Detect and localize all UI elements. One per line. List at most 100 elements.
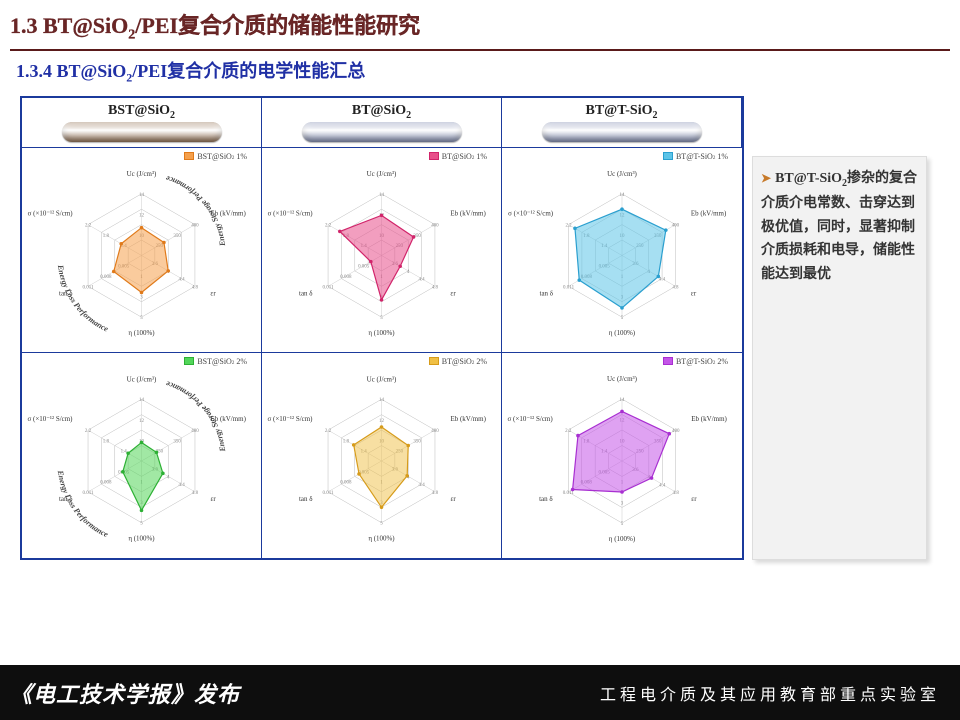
column-header: BST@SiO2	[22, 98, 262, 148]
svg-text:0.008: 0.008	[340, 275, 352, 280]
svg-text:εr: εr	[210, 289, 216, 297]
svg-text:350: 350	[173, 234, 181, 239]
svg-text:4.8: 4.8	[192, 491, 199, 496]
radar-chart: Uc (J/cm³)101214Eb (kV/mm)250350400εr3.6…	[262, 353, 501, 558]
svg-text:0.005: 0.005	[358, 265, 370, 270]
svg-text:Uc (J/cm³): Uc (J/cm³)	[127, 375, 157, 383]
svg-text:εr: εr	[691, 289, 697, 297]
svg-text:Uc (J/cm³): Uc (J/cm³)	[607, 375, 638, 383]
svg-text:εr: εr	[691, 495, 697, 503]
svg-text:σ (×10⁻¹² S/cm): σ (×10⁻¹² S/cm)	[508, 415, 554, 423]
svg-text:14: 14	[620, 398, 626, 403]
radar-cell: Uc (J/cm³)101214Eb (kV/mm)250350400εr3.6…	[502, 148, 742, 353]
header-pill	[62, 122, 222, 142]
radar-chart: Uc (J/cm³)101214Eb (kV/mm)250350400εr3.6…	[22, 148, 261, 352]
radar-chart: Uc (J/cm³)101214Eb (kV/mm)250350400εr3.6…	[502, 353, 742, 558]
footer-lab: 工程电介质及其应用教育部重点实验室	[600, 681, 940, 705]
chart-legend: BST@SiO2 1%	[180, 151, 251, 162]
svg-text:4.4: 4.4	[659, 278, 666, 283]
svg-text:4.4: 4.4	[178, 483, 185, 488]
title-divider	[10, 49, 950, 51]
chart-legend: BST@SiO2 2%	[180, 356, 251, 367]
svg-text:σ (×10⁻¹² S/cm): σ (×10⁻¹² S/cm)	[28, 415, 74, 423]
main-title: 1.3 BT@SiO2/PEI复合介质的储能性能研究	[0, 0, 960, 47]
radar-chart: Uc (J/cm³)101214Eb (kV/mm)250350400εr3.6…	[502, 148, 742, 352]
footer-source: 《电工技术学报》发布	[10, 677, 240, 709]
svg-text:350: 350	[413, 439, 421, 444]
header-pill	[302, 122, 462, 142]
chart-legend: BT@T-SiO2 1%	[659, 151, 732, 162]
radar-cell: Uc (J/cm³)101214Eb (kV/mm)250350400εr3.6…	[22, 353, 262, 558]
bullet-icon: ➤	[761, 171, 771, 185]
radar-cell: Uc (J/cm³)101214Eb (kV/mm)250350400εr3.6…	[262, 148, 502, 353]
radar-cell: Uc (J/cm³)101214Eb (kV/mm)250350400εr3.6…	[262, 353, 502, 558]
svg-text:η (100%): η (100%)	[609, 535, 636, 543]
svg-text:4: 4	[407, 270, 410, 275]
chart-legend: BT@SiO2 2%	[425, 356, 491, 367]
svg-text:σ (×10⁻¹² S/cm): σ (×10⁻¹² S/cm)	[28, 210, 74, 218]
svg-text:tan δ: tan δ	[299, 495, 313, 503]
svg-text:tan δ: tan δ	[540, 289, 554, 297]
radar-cell: Uc (J/cm³)101214Eb (kV/mm)250350400εr3.6…	[502, 353, 742, 558]
svg-text:εr: εr	[210, 495, 216, 503]
column-header: BT@T-SiO2	[502, 98, 742, 148]
svg-text:tan δ: tan δ	[539, 495, 553, 503]
svg-text:0.008: 0.008	[100, 275, 112, 280]
svg-text:η (100%): η (100%)	[368, 329, 395, 337]
svg-text:2.2: 2.2	[565, 224, 572, 229]
svg-text:1.8: 1.8	[343, 439, 350, 444]
svg-text:Eb (kV/mm): Eb (kV/mm)	[450, 415, 486, 423]
svg-text:5: 5	[621, 522, 624, 527]
svg-text:2.2: 2.2	[85, 224, 92, 229]
svg-text:3: 3	[621, 501, 624, 506]
svg-text:4: 4	[167, 475, 170, 480]
chart-panel: BST@SiO2BT@SiO2BT@T-SiO2Uc (J/cm³)101214…	[20, 96, 744, 560]
svg-text:η (100%): η (100%)	[128, 329, 155, 337]
radar-chart: Uc (J/cm³)101214Eb (kV/mm)250350400εr3.6…	[22, 353, 261, 558]
svg-text:400: 400	[191, 224, 199, 229]
svg-text:350: 350	[173, 439, 181, 444]
svg-text:εr: εr	[450, 495, 456, 503]
svg-text:3: 3	[140, 296, 143, 301]
svg-text:η (100%): η (100%)	[609, 329, 636, 337]
svg-text:14: 14	[139, 398, 144, 403]
svg-text:4.8: 4.8	[432, 285, 439, 290]
svg-text:Uc (J/cm³): Uc (J/cm³)	[127, 170, 157, 178]
svg-text:εr: εr	[450, 289, 456, 297]
svg-text:1.8: 1.8	[103, 234, 110, 239]
svg-text:4.8: 4.8	[192, 285, 199, 290]
svg-text:η (100%): η (100%)	[368, 535, 395, 543]
svg-text:400: 400	[431, 429, 439, 434]
header-pill	[542, 122, 702, 142]
svg-text:5: 5	[380, 522, 383, 527]
section-subtitle: 1.3.4 BT@SiO2/PEI复合介质的电学性能汇总	[0, 53, 960, 90]
svg-text:4.4: 4.4	[178, 278, 185, 283]
svg-text:2.2: 2.2	[565, 429, 572, 434]
annotation-box: ➤BT@T-SiO2掺杂的复合介质介电常数、击穿达到极优值，同时，显著抑制介质损…	[752, 156, 927, 560]
svg-text:5: 5	[380, 316, 383, 321]
svg-text:12: 12	[139, 213, 144, 218]
svg-text:2.2: 2.2	[325, 429, 332, 434]
svg-text:η (100%): η (100%)	[128, 535, 155, 543]
svg-text:4.4: 4.4	[418, 278, 425, 283]
svg-text:4.8: 4.8	[673, 491, 680, 496]
svg-text:Energy Loss Performance: Energy Loss Performance	[56, 469, 110, 539]
svg-text:12: 12	[379, 419, 384, 424]
svg-text:Eb (kV/mm): Eb (kV/mm)	[691, 210, 727, 218]
svg-text:14: 14	[379, 193, 384, 198]
radar-cell: Uc (J/cm³)101214Eb (kV/mm)250350400εr3.6…	[22, 148, 262, 353]
svg-text:σ (×10⁻¹² S/cm): σ (×10⁻¹² S/cm)	[268, 415, 314, 423]
svg-text:0.011: 0.011	[323, 285, 335, 290]
radar-chart: Uc (J/cm³)101214Eb (kV/mm)250350400εr3.6…	[262, 148, 501, 352]
svg-text:4.8: 4.8	[672, 285, 679, 290]
svg-text:Uc (J/cm³): Uc (J/cm³)	[367, 375, 397, 383]
svg-text:4.4: 4.4	[418, 483, 425, 488]
svg-text:1.4: 1.4	[121, 450, 128, 455]
svg-text:400: 400	[191, 429, 199, 434]
svg-text:0.011: 0.011	[83, 285, 95, 290]
svg-text:1.8: 1.8	[103, 439, 110, 444]
svg-text:Energy Loss Performance: Energy Loss Performance	[56, 263, 110, 333]
svg-text:400: 400	[431, 224, 439, 229]
svg-text:14: 14	[379, 398, 384, 403]
svg-text:2.2: 2.2	[325, 224, 332, 229]
